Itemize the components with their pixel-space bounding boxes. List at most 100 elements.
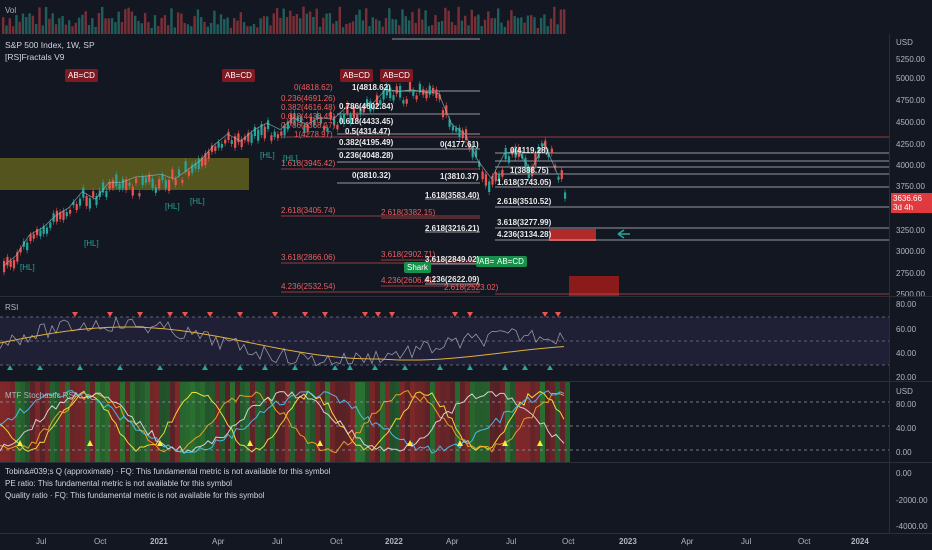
candle-body — [484, 174, 487, 186]
stoch-bg-column — [80, 382, 85, 462]
volume-bar — [322, 17, 325, 34]
candle-body — [36, 229, 39, 236]
price-pane[interactable]: S&P 500 Index, 1W, SP [RS]Fractals V9 AB… — [0, 34, 889, 296]
fundamentals-pane[interactable]: Tobin&#039;s Q (approximate) · FQ: This … — [0, 463, 889, 533]
stoch-bg-column — [205, 382, 210, 462]
volume-bar — [163, 15, 167, 35]
candle-body — [501, 169, 504, 177]
triangle-up-icon — [547, 365, 553, 370]
stoch-pane[interactable]: MTF Stochastic RSI — [0, 382, 889, 462]
candle-body — [3, 260, 6, 273]
triangle-up-icon — [317, 440, 323, 446]
candle-body — [32, 234, 35, 239]
rsi-tick: 80.00 — [896, 300, 917, 309]
volume-bar — [440, 20, 444, 34]
candle-body — [342, 113, 346, 125]
candle-body — [42, 226, 45, 234]
volume-bar — [176, 12, 180, 34]
fundamental-quality-ratio[interactable]: Quality ratio · FQ: This fundamental met… — [5, 491, 265, 500]
price-tick: 3750.00 — [896, 182, 925, 191]
candle-body — [197, 158, 200, 170]
triangle-down-icon — [237, 312, 243, 317]
volume-bar — [259, 18, 262, 34]
volume-bar — [506, 20, 510, 34]
candle-body — [12, 259, 16, 269]
time-tick: Apr — [212, 537, 225, 546]
volume-bar — [365, 8, 368, 34]
triangle-down-icon — [272, 312, 278, 317]
stoch-bg-column — [370, 382, 375, 462]
fib-label: 1(4278.97) — [294, 130, 333, 139]
stoch-bg-column — [270, 382, 275, 462]
volume-bar — [473, 16, 477, 34]
fundamental-tobins-q[interactable]: Tobin&#039;s Q (approximate) · FQ: This … — [5, 467, 331, 476]
volume-bar — [391, 19, 394, 34]
candle-body — [270, 135, 273, 141]
candle-body — [369, 101, 372, 112]
volume-bar — [25, 17, 28, 34]
stoch-axis[interactable]: USD 80.00 40.00 0.00 — [889, 382, 932, 462]
volume-bar — [533, 17, 536, 34]
stoch-title[interactable]: MTF Stochastic RSI — [5, 391, 77, 400]
volume-bar — [130, 11, 134, 34]
volume-bar — [493, 18, 497, 34]
time-tick: Oct — [798, 537, 811, 546]
volume-bar — [216, 24, 219, 34]
volume-bars — [2, 6, 566, 35]
rsi-title[interactable]: RSI — [5, 303, 19, 312]
stoch-bg-column — [245, 382, 250, 462]
pane-separator[interactable] — [0, 381, 932, 382]
candle-body — [474, 150, 478, 157]
stoch-bg-column — [220, 382, 225, 462]
stoch-bg-column — [5, 382, 10, 462]
fib-label: 2.618(3510.52) — [497, 197, 552, 206]
volume-bar — [170, 8, 173, 34]
volume-bar — [8, 18, 11, 34]
rsi-axis[interactable]: 80.00 60.00 40.00 20.00 — [889, 297, 932, 382]
price-chart[interactable] — [0, 34, 889, 296]
volume-bar — [490, 18, 493, 34]
volume-bar — [427, 26, 431, 34]
candle-body — [257, 129, 260, 141]
fundamental-pe-ratio[interactable]: PE ratio: This fundamental metric is not… — [5, 479, 233, 488]
candle-body — [352, 107, 355, 119]
pane-separator[interactable] — [0, 296, 932, 297]
time-tick: Oct — [94, 537, 107, 546]
stoch-bg-column — [75, 382, 80, 462]
pane-separator[interactable] — [0, 462, 932, 463]
triangle-down-icon — [542, 312, 548, 317]
volume-bar — [549, 18, 553, 34]
candle-body — [187, 170, 190, 176]
volume-bar — [44, 6, 48, 34]
rsi-pane[interactable]: RSI — [0, 297, 889, 381]
candle-body — [138, 193, 141, 197]
triangle-down-icon — [362, 312, 368, 317]
volume-bar — [398, 25, 401, 34]
fractal-label: [HL] — [84, 239, 99, 248]
indicator-title[interactable]: [RS]Fractals V9 — [5, 52, 65, 62]
volume-bar — [256, 27, 259, 34]
volume-bar — [470, 9, 473, 34]
stoch-bg-column — [160, 382, 165, 462]
stoch-bg-column — [475, 382, 480, 462]
fib-label: 0(3810.32) — [352, 171, 391, 180]
volume-bar — [503, 26, 506, 34]
pattern-abcd-tag: AB=CD — [222, 69, 255, 82]
candle-body — [537, 146, 540, 159]
fib-label: 3.618(2849.02) — [425, 255, 480, 264]
triangle-up-icon — [402, 365, 408, 370]
candle-body — [105, 190, 108, 198]
volume-bar — [497, 8, 500, 34]
candle-body — [141, 176, 144, 185]
candle-body — [349, 114, 352, 124]
fundamentals-axis[interactable]: 0.00 -2000.00 -4000.00 — [889, 463, 932, 533]
stoch-bg-column — [375, 382, 380, 462]
stoch-bg-column — [540, 382, 545, 462]
price-axis[interactable]: USD 5250.00 5000.00 4750.00 4500.00 4250… — [889, 34, 932, 299]
candle-body — [171, 169, 174, 179]
fib-label: 0.786(4602.84) — [339, 102, 394, 111]
stoch-bg-column — [240, 382, 245, 462]
price-tick: 3000.00 — [896, 247, 925, 256]
fund-tick: 0.00 — [896, 469, 912, 478]
volume-bar — [266, 16, 269, 34]
